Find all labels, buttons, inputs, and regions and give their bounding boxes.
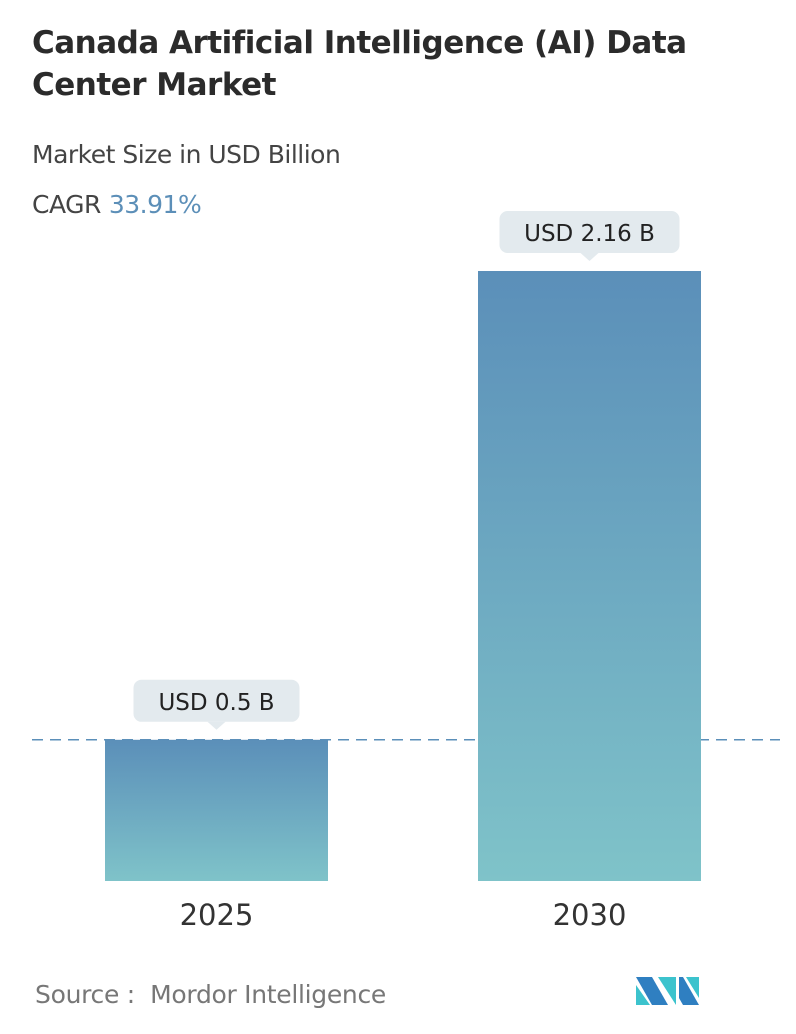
data-label-2030: USD 2.16 B: [499, 211, 680, 261]
source-value: Mordor Intelligence: [150, 980, 386, 1009]
source: Source : Mordor Intelligence: [35, 980, 386, 1009]
chart-subtitle: Market Size in USD Billion: [32, 140, 341, 169]
x-tick-label-2030: 2030: [553, 898, 627, 932]
data-label-text: USD 2.16 B: [524, 221, 655, 247]
x-tick-label-2025: 2025: [180, 898, 254, 932]
chart-title: Canada Artificial Intelligence (AI) Data…: [32, 25, 687, 103]
cagr-label: CAGR: [32, 190, 101, 219]
cagr: CAGR 33.91%: [32, 190, 202, 219]
source-label: Source :: [35, 980, 135, 1009]
data-label-2025: USD 0.5 B: [133, 679, 300, 730]
data-label-bubble: [133, 679, 300, 722]
data-label-bubble: [499, 211, 680, 253]
bar-2030: [478, 271, 701, 881]
data-label-pointer: [207, 721, 226, 730]
data-label-pointer: [580, 253, 599, 261]
data-label-text: USD 0.5 B: [158, 690, 274, 716]
bar-2025: [105, 739, 328, 881]
cagr-value: 33.91%: [108, 190, 202, 219]
